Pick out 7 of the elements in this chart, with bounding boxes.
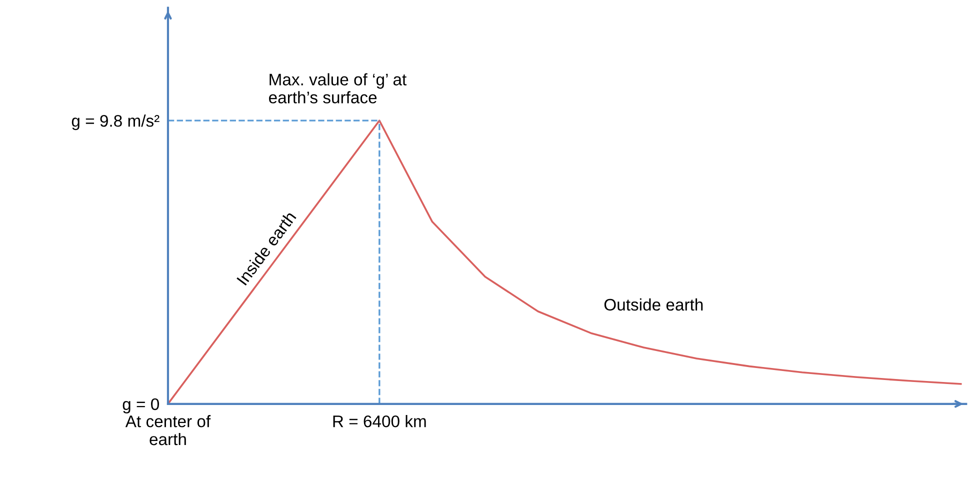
annotation: Max. value of ‘g’ at earth’s surface <box>269 73 407 104</box>
line-series <box>168 120 962 404</box>
y-tick-label: g = 9.8 m/s² <box>72 114 160 130</box>
annotation: Outside earth <box>604 298 703 311</box>
y-tick-label: g = 0 <box>122 398 159 414</box>
x-tick-label: R = 6400 km <box>333 415 426 428</box>
x-tick-label: At center of earth <box>125 415 211 446</box>
